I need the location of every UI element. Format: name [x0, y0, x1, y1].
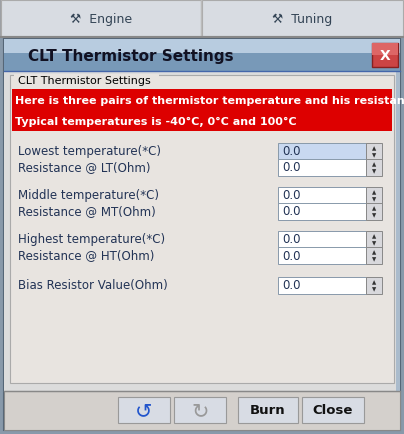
Bar	[302, 397, 364, 423]
Bar	[366, 204, 382, 220]
Text: ▼: ▼	[372, 197, 376, 202]
Text: Resistance @ HT(Ohm): Resistance @ HT(Ohm)	[18, 249, 154, 262]
Text: Bias Resistor Value(Ohm): Bias Resistor Value(Ohm)	[18, 279, 168, 292]
Text: X: X	[380, 49, 390, 63]
Bar	[278, 160, 366, 177]
Text: ▼: ▼	[372, 257, 376, 262]
Bar	[278, 247, 366, 264]
Bar	[202, 1, 403, 37]
Bar	[372, 44, 398, 68]
Bar	[174, 397, 226, 423]
Bar	[1, 1, 201, 37]
Text: ↻: ↻	[191, 400, 209, 420]
Bar	[366, 277, 382, 294]
Text: CLT Thermistor Settings: CLT Thermistor Settings	[28, 48, 234, 63]
Bar	[0, 0, 404, 38]
Bar	[278, 204, 366, 220]
Text: ▲: ▲	[372, 250, 376, 255]
Text: Highest temperature(*C): Highest temperature(*C)	[18, 233, 165, 246]
Text: ⚒  Tuning: ⚒ Tuning	[272, 13, 332, 26]
Text: ▼: ▼	[372, 213, 376, 218]
Text: ▼: ▼	[372, 287, 376, 292]
Text: 0.0: 0.0	[282, 233, 301, 246]
Bar	[366, 144, 382, 161]
Text: 0.0: 0.0	[282, 189, 301, 202]
Text: Resistance @ MT(Ohm): Resistance @ MT(Ohm)	[18, 205, 156, 218]
Bar	[14, 75, 159, 87]
Bar	[12, 112, 392, 132]
Text: ↺: ↺	[135, 400, 153, 420]
Bar	[4, 54, 400, 72]
Text: ▲: ▲	[372, 206, 376, 211]
Bar	[12, 90, 392, 112]
Bar	[396, 72, 400, 391]
Text: Here is three pairs of thermistor temperature and his resistance.: Here is three pairs of thermistor temper…	[15, 96, 404, 106]
Bar	[366, 247, 382, 264]
Bar	[366, 231, 382, 248]
Bar	[278, 144, 366, 161]
Text: 0.0: 0.0	[282, 249, 301, 262]
Bar	[278, 231, 366, 248]
Text: Close: Close	[313, 404, 353, 417]
Bar	[278, 277, 366, 294]
Text: ▲: ▲	[372, 162, 376, 167]
Text: ▲: ▲	[372, 146, 376, 151]
Bar	[366, 187, 382, 204]
Text: 0.0: 0.0	[282, 161, 301, 174]
Text: Resistance @ LT(Ohm): Resistance @ LT(Ohm)	[18, 161, 151, 174]
Text: 0.0: 0.0	[282, 279, 301, 292]
Text: Lowest temperature(*C): Lowest temperature(*C)	[18, 145, 161, 158]
Text: ▲: ▲	[372, 234, 376, 239]
Bar	[10, 76, 394, 383]
Text: ▲: ▲	[372, 279, 376, 285]
Text: ▼: ▼	[372, 153, 376, 158]
Text: CLT Thermistor Settings: CLT Thermistor Settings	[18, 76, 151, 86]
Text: 0.0: 0.0	[282, 205, 301, 218]
Bar	[278, 187, 366, 204]
Bar	[4, 391, 400, 430]
Text: ▲: ▲	[372, 190, 376, 195]
Bar	[4, 40, 400, 72]
Bar	[118, 397, 170, 423]
Text: ⚒  Engine: ⚒ Engine	[70, 13, 132, 26]
Bar	[4, 40, 400, 430]
Text: Middle temperature(*C): Middle temperature(*C)	[18, 189, 159, 202]
Text: ▼: ▼	[372, 241, 376, 246]
Bar	[4, 72, 400, 391]
Bar	[366, 160, 382, 177]
Text: Typical temperatures is -40°C, 0°C and 100°C: Typical temperatures is -40°C, 0°C and 1…	[15, 117, 297, 127]
Bar	[238, 397, 298, 423]
Text: Burn: Burn	[250, 404, 286, 417]
Text: ▼: ▼	[372, 169, 376, 174]
Bar	[372, 44, 398, 56]
Text: 0.0: 0.0	[282, 145, 301, 158]
